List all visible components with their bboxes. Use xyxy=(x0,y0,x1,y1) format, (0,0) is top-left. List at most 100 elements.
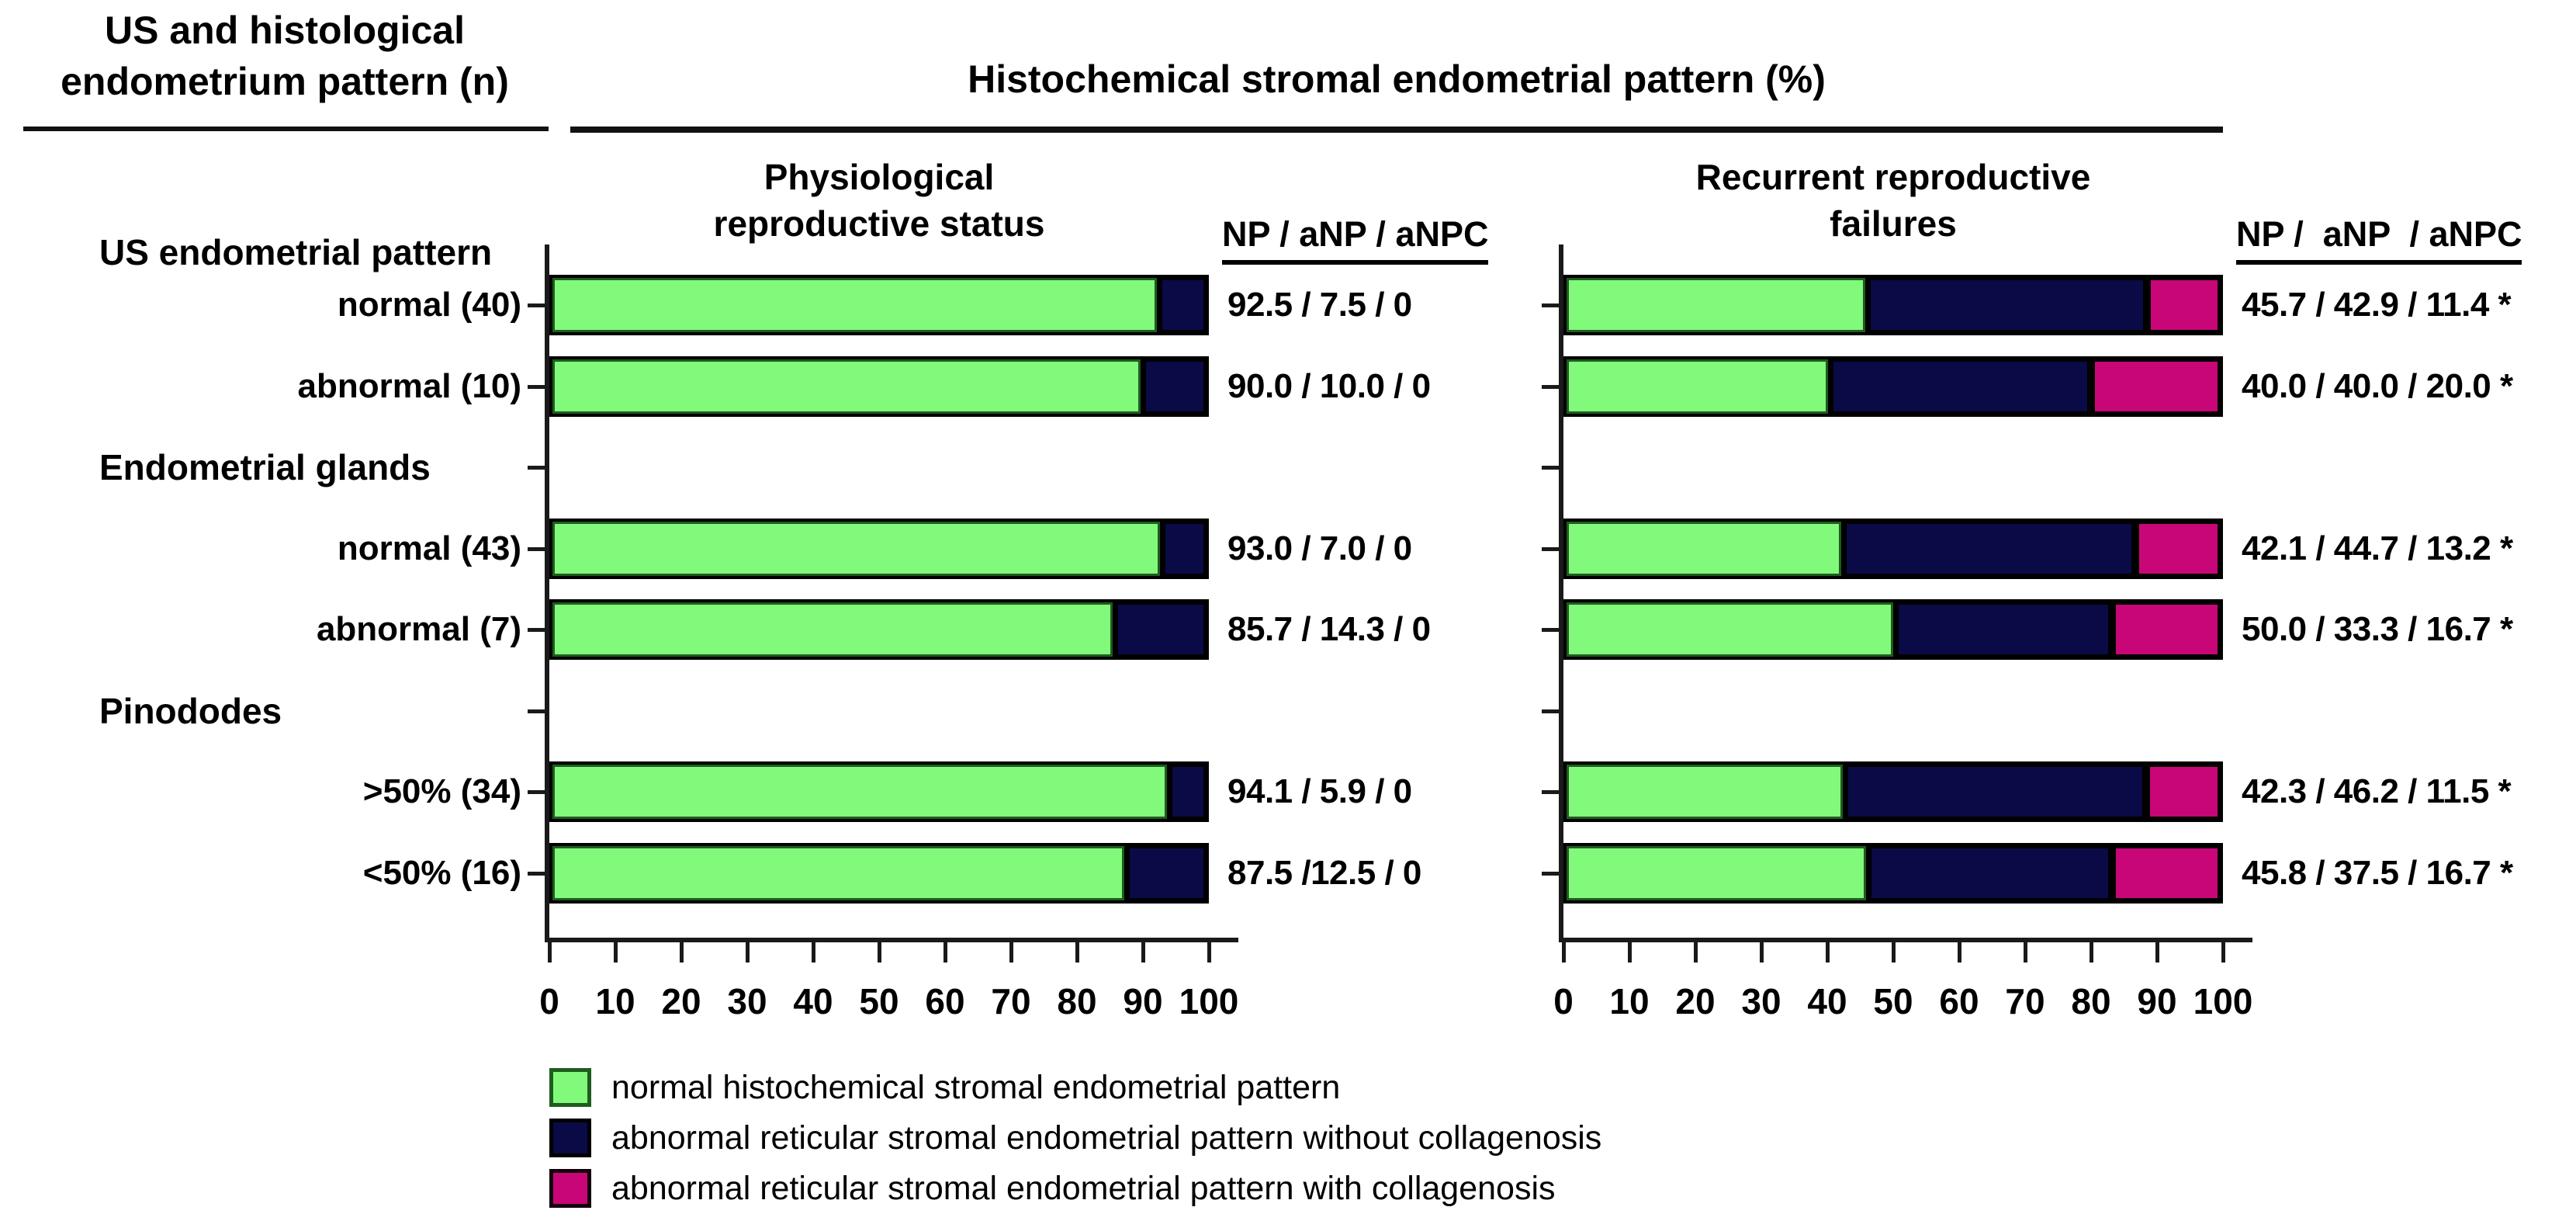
row-label: abnormal (7) xyxy=(316,610,521,648)
x-axis-tick xyxy=(1826,942,1830,963)
row-label: >50% (34) xyxy=(362,772,521,810)
x-axis-tick-label: 40 xyxy=(1807,981,1847,1021)
bar-segment-np xyxy=(1567,278,1865,332)
right-chart-subtitle: Recurrent reproductive failures xyxy=(1563,154,2223,247)
x-axis-tick xyxy=(1760,942,1764,963)
row-label: abnormal (10) xyxy=(297,366,521,405)
row-label: normal (43) xyxy=(337,529,521,567)
x-axis-tick-label: 0 xyxy=(1553,981,1574,1021)
x-axis-tick-label: 90 xyxy=(2137,981,2177,1021)
y-axis-tick xyxy=(528,304,549,307)
main-title-underline xyxy=(570,127,2223,133)
left-chart-subtitle: Physiological reproductive status xyxy=(549,154,1209,247)
y-axis-tick xyxy=(1542,790,1563,794)
y-axis-tick xyxy=(1542,871,1563,876)
x-axis-tick xyxy=(680,942,684,963)
y-axis-tick xyxy=(1542,546,1563,551)
stacked-bar xyxy=(1563,356,2223,417)
left-column-header-line1: US and histological xyxy=(105,9,465,52)
stacked-bar xyxy=(549,275,1209,335)
figure-title: Histochemical stromal endometrial patter… xyxy=(968,57,1826,101)
x-axis-tick xyxy=(2155,942,2159,963)
y-axis-tick xyxy=(528,384,549,389)
x-axis xyxy=(545,938,1238,942)
row-label: normal (40) xyxy=(337,286,521,324)
stacked-bar xyxy=(549,356,1209,417)
bar-segment-np xyxy=(552,521,1161,576)
x-axis-tick-label: 70 xyxy=(2005,981,2045,1021)
x-axis-tick-label: 90 xyxy=(1123,981,1163,1021)
right-chart-subtitle-line1: Recurrent reproductive xyxy=(1695,157,2091,197)
value-label: 50.0 / 33.3 / 16.7 * xyxy=(2242,610,2513,648)
x-axis-tick-label: 30 xyxy=(727,981,767,1021)
bar-segment-np xyxy=(1567,845,1866,900)
x-axis-tick xyxy=(812,942,815,963)
y-axis-tick xyxy=(1542,628,1563,632)
y-axis xyxy=(1559,245,1563,942)
stacked-bar xyxy=(549,842,1209,904)
x-axis-tick xyxy=(1562,942,1566,963)
x-axis-tick-label: 70 xyxy=(991,981,1031,1021)
x-axis-tick-label: 30 xyxy=(1741,981,1781,1021)
bar-segment-anp xyxy=(1167,765,1206,819)
x-axis-tick-label: 100 xyxy=(2193,981,2253,1021)
y-axis-tick xyxy=(528,709,549,713)
x-axis-tick xyxy=(1892,942,1896,963)
x-axis-tick xyxy=(1628,942,1632,963)
bar-segment-np xyxy=(1567,765,1844,819)
bar-segment-anpc xyxy=(2145,765,2220,819)
y-axis-tick xyxy=(1542,466,1563,470)
left-header-underline xyxy=(23,127,549,131)
x-axis-tick xyxy=(1009,942,1013,963)
bar-segment-anp xyxy=(1841,521,2134,576)
stacked-bar xyxy=(549,599,1209,660)
x-axis-tick-label: 50 xyxy=(1873,981,1913,1021)
bar-segment-anp xyxy=(1827,359,2090,414)
x-axis-tick-label: 50 xyxy=(859,981,899,1021)
bar-segment-anp xyxy=(1156,278,1206,332)
stacked-bar xyxy=(549,518,1209,579)
x-axis-tick xyxy=(2090,942,2093,963)
x-axis xyxy=(1559,938,2252,942)
bar-segment-anp xyxy=(1112,602,1206,657)
x-axis-tick-label: 80 xyxy=(1057,981,1097,1021)
value-label: 45.8 / 37.5 / 16.7 * xyxy=(2242,853,2513,892)
bar-segment-anp xyxy=(1893,602,2111,657)
stacked-bar xyxy=(1563,275,2223,335)
right-chart-plot: 0 10 20 30 40 50 60 70 80 90 100 xyxy=(1542,245,2252,1021)
legend: normal histochemical stromal endometrial… xyxy=(549,1068,1601,1208)
left-column-header-line2: endometrium pattern (n) xyxy=(61,60,509,103)
stacked-bar xyxy=(1563,761,2223,822)
x-axis-tick-label: 10 xyxy=(595,981,635,1021)
x-axis-tick xyxy=(614,942,618,963)
left-chart-subtitle-line2: reproductive status xyxy=(713,203,1045,244)
x-axis-tick-label: 40 xyxy=(793,981,833,1021)
left-chart-subtitle-line1: Physiological xyxy=(763,157,995,197)
bar-segment-np xyxy=(1567,602,1893,657)
stacked-bar xyxy=(1563,599,2223,660)
group-label: Pinododes xyxy=(99,690,282,731)
x-axis-tick-label: 20 xyxy=(661,981,701,1021)
value-label: 90.0 / 10.0 / 0 xyxy=(1227,366,1431,405)
x-axis-tick xyxy=(878,942,881,963)
x-axis-tick xyxy=(1075,942,1079,963)
bar-segment-np xyxy=(552,278,1157,332)
left-chart-plot: 0 10 20 30 40 50 60 70 80 90 100 xyxy=(528,245,1238,1021)
bar-segment-anpc xyxy=(2089,359,2220,414)
bar-segment-np xyxy=(552,765,1168,819)
y-axis-tick xyxy=(1542,709,1563,713)
y-axis-tick xyxy=(528,466,549,470)
legend-swatch xyxy=(549,1169,591,1208)
value-label: 42.1 / 44.7 / 13.2 * xyxy=(2242,529,2513,567)
x-axis-tick xyxy=(548,942,552,963)
y-axis-tick xyxy=(528,790,549,794)
bar-segment-anp xyxy=(1140,359,1206,414)
value-label: 85.7 / 14.3 / 0 xyxy=(1227,610,1431,648)
legend-item: abnormal reticular stromal endometrial p… xyxy=(549,1169,1601,1208)
y-axis-tick xyxy=(528,871,549,876)
x-axis-tick xyxy=(1207,942,1211,963)
x-axis-tick xyxy=(1958,942,1961,963)
bar-segment-np xyxy=(552,359,1141,414)
stacked-bar xyxy=(549,761,1209,822)
